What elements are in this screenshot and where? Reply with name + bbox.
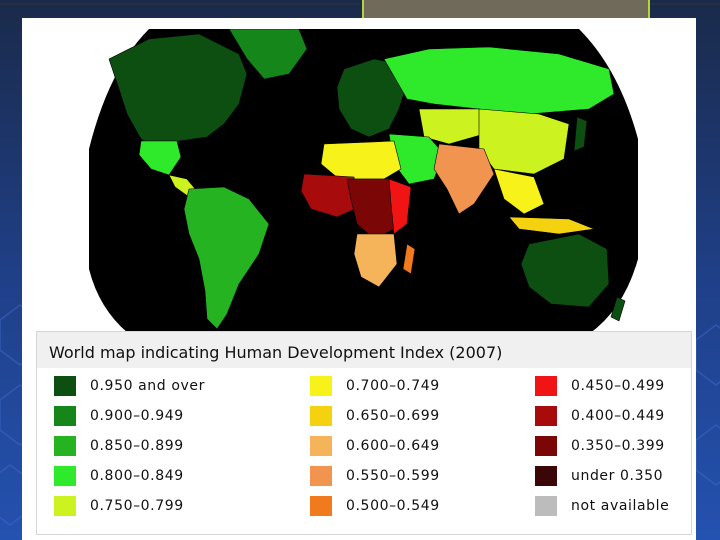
- map-corner-bottom-right: [589, 259, 638, 334]
- region-madagascar: [402, 243, 416, 275]
- legend-label: 0.350–0.399: [571, 438, 665, 454]
- region-new-zealand: [610, 296, 626, 322]
- legend-label: 0.600–0.649: [346, 438, 440, 454]
- region-east-africa: [388, 178, 412, 235]
- legend-swatch: [54, 376, 76, 396]
- legend-swatch: [310, 436, 332, 456]
- legend-label: 0.800–0.849: [90, 468, 184, 484]
- legend-label: 0.950 and over: [90, 378, 205, 394]
- region-north-africa: [320, 140, 402, 180]
- region-india: [433, 143, 495, 215]
- top-tab-decoration: [362, 0, 650, 20]
- region-indonesia: [508, 216, 596, 235]
- legend-title: World map indicating Human Development I…: [49, 343, 503, 362]
- legend-swatch: [310, 406, 332, 426]
- region-southeast-asia: [493, 168, 545, 215]
- legend-panel: World map indicating Human Development I…: [36, 331, 692, 535]
- legend-label: 0.900–0.949: [90, 408, 184, 424]
- legend-swatch: [54, 436, 76, 456]
- region-australia: [520, 233, 610, 308]
- legend-label: 0.550–0.599: [346, 468, 440, 484]
- region-west-africa: [300, 173, 360, 218]
- legend-label: 0.500–0.549: [346, 498, 440, 514]
- region-central-asia: [418, 108, 485, 145]
- legend-label: 0.700–0.749: [346, 378, 440, 394]
- legend-label: 0.450–0.499: [571, 378, 665, 394]
- map-corner-bottom-left: [89, 269, 129, 334]
- legend-label: 0.750–0.799: [90, 498, 184, 514]
- legend-label: not available: [571, 498, 670, 514]
- legend-swatch: [310, 466, 332, 486]
- world-map: [89, 29, 638, 334]
- legend-title-bar: World map indicating Human Development I…: [37, 332, 691, 368]
- legend-swatch: [535, 466, 557, 486]
- legend-swatch: [54, 496, 76, 516]
- region-southern-africa: [353, 233, 398, 288]
- legend-swatch: [310, 496, 332, 516]
- map-corner-top-left: [89, 29, 149, 149]
- legend-swatch: [535, 376, 557, 396]
- legend-swatch: [535, 436, 557, 456]
- legend-swatch: [535, 496, 557, 516]
- legend-swatch: [535, 406, 557, 426]
- legend-label: 0.850–0.899: [90, 438, 184, 454]
- legend-swatch: [54, 466, 76, 486]
- legend-swatch: [310, 376, 332, 396]
- region-north-america: [108, 33, 248, 150]
- legend-label: 0.650–0.699: [346, 408, 440, 424]
- region-russia: [383, 46, 615, 115]
- region-greenland: [228, 29, 308, 80]
- map-corner-top-right: [579, 29, 638, 139]
- region-japan: [573, 116, 588, 152]
- region-south-america: [183, 186, 270, 330]
- legend-label: 0.400–0.449: [571, 408, 665, 424]
- legend-swatch: [54, 406, 76, 426]
- legend-label: under 0.350: [571, 468, 664, 484]
